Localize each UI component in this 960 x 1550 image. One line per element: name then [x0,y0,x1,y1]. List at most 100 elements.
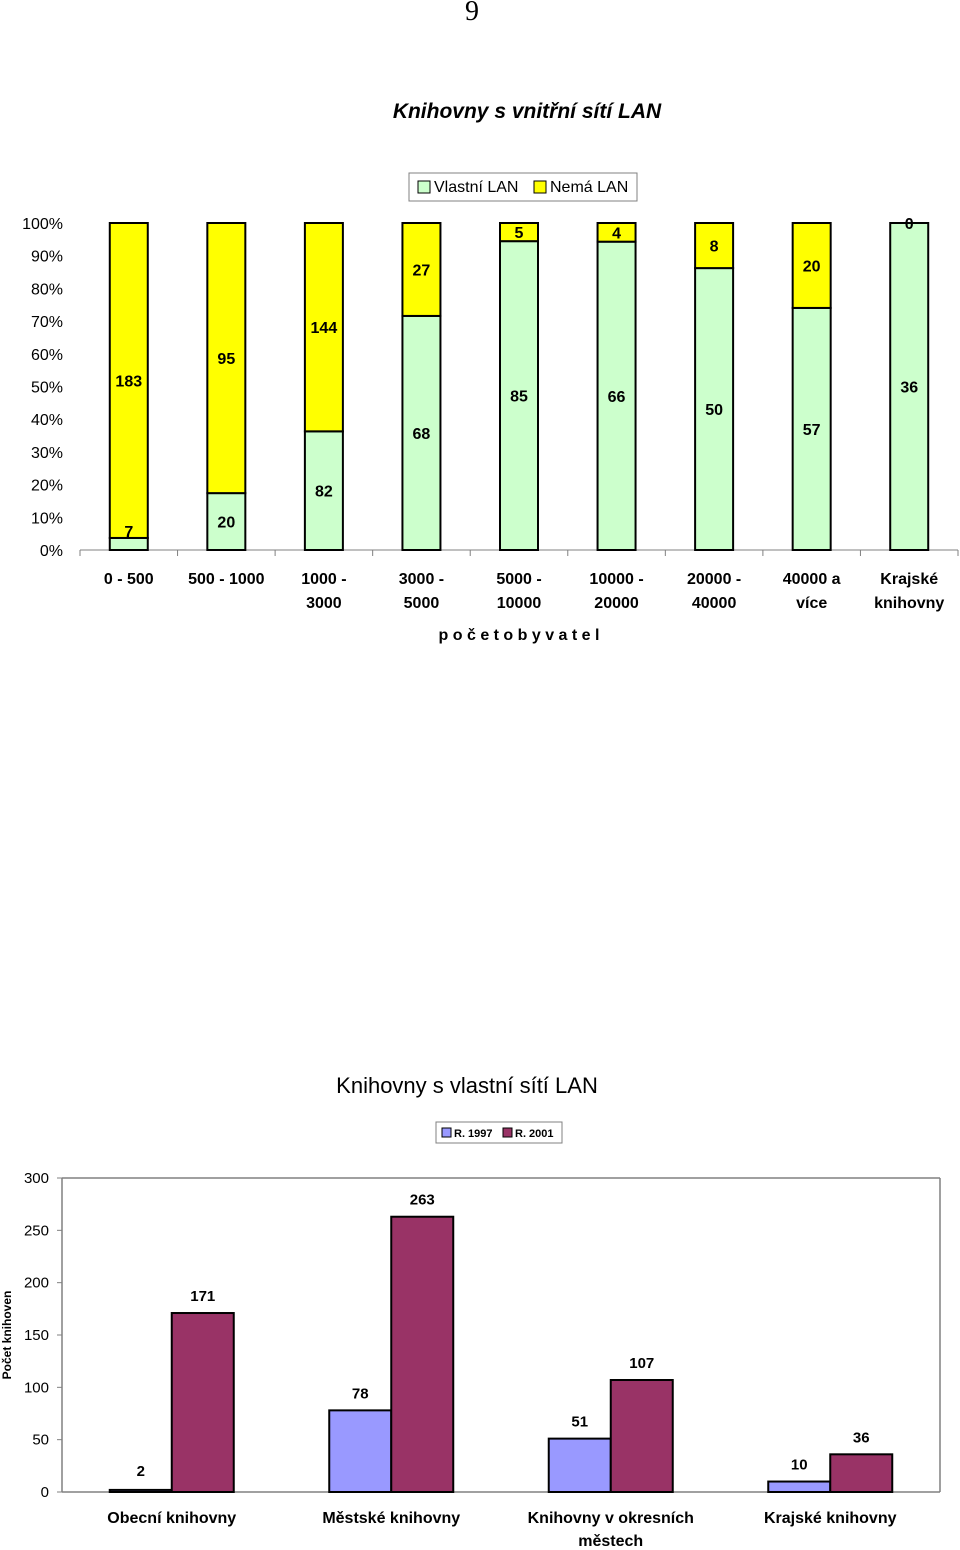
bar-r-2001 [390,1215,455,1494]
x-tick-label: městech [578,1533,643,1550]
data-label-nema-lan: 183 [115,373,142,390]
y-tick-label: 30% [31,445,63,462]
bar-vlastni-lan [889,222,930,551]
y-tick-label: 50% [31,380,63,397]
lan-percent-chart: Knihovny s vnitřní sítí LAN Vlastní LAN Ne… [22,100,959,644]
x-tick-label: Krajské [880,571,938,588]
y-tick-label: 0% [40,543,63,560]
x-tick-label: knihovny [874,595,944,612]
bar-r-1997 [767,1480,832,1493]
bar-nema-lan [108,222,149,539]
legend-swatch-1 [417,180,431,194]
data-label-nema-lan: 95 [217,351,235,368]
y-tick-label: 150 [24,1327,49,1344]
bar-vlastni-lan [401,314,442,551]
data-label-nema-lan: 144 [311,320,338,337]
legend-box [408,172,638,202]
y-axis-title: Počet knihoven [0,1291,14,1380]
data-label-vlastni-lan: 82 [315,484,333,501]
y-tick-label: 70% [31,314,63,331]
data-label-vlastni-lan: 20 [217,515,235,532]
data-label-r-2001: 36 [853,1429,870,1446]
bar-vlastni-lan [303,430,344,551]
bar-nema-lan [499,222,539,243]
legend-label-2: R. 2001 [515,1128,554,1140]
data-label-r-1997: 2 [137,1463,145,1480]
data-label-nema-lan: 8 [710,239,719,256]
legend-label-1: R. 1997 [454,1128,493,1140]
data-label-nema-lan: 0 [905,216,914,233]
x-tick-label: 40000 [692,595,737,612]
x-tick-label: 5000 - [496,571,541,588]
bar-nema-lan [206,222,247,495]
bar-nema-lan [303,222,344,433]
x-tick-label: Krajské knihovny [764,1510,897,1527]
x-axis-title: p o č e t o b y v a t e l [439,627,600,644]
x-tick-label: více [796,595,827,612]
legend-swatch-2 [502,1127,513,1138]
bar-nema-lan [791,222,832,309]
y-tick-label: 300 [24,1170,49,1187]
x-tick-label: 1000 - [301,571,346,588]
data-label-r-2001: 171 [190,1288,215,1305]
x-tick-label: 3000 - [399,571,444,588]
bar-r-2001 [829,1453,894,1493]
data-label-vlastni-lan: 85 [510,389,528,406]
legend-label-1: Vlastní LAN [434,179,518,196]
x-tick-label: 20000 [594,595,639,612]
data-label-r-1997: 10 [791,1457,808,1474]
legend-swatch-1 [441,1127,452,1138]
data-label-r-2001: 263 [410,1192,435,1209]
x-tick-label: 10000 - [589,571,643,588]
y-tick-label: 40% [31,412,63,429]
y-tick-label: 250 [24,1222,49,1239]
bar-vlastni-lan [499,240,539,552]
data-label-vlastni-lan: 68 [413,426,431,443]
y-tick-label: 100 [24,1379,49,1396]
x-tick-label: 3000 [306,595,342,612]
data-label-vlastni-lan: 57 [803,422,821,439]
bar-nema-lan [401,222,442,317]
x-tick-label: Knihovny v okresních [528,1510,694,1527]
legend-box [435,1121,563,1144]
y-tick-label: 0 [41,1484,49,1501]
data-label-r-1997: 78 [352,1385,369,1402]
chart-title: Knihovny s vlastní sítí LAN [336,1073,598,1098]
x-tick-label: 0 - 500 [104,571,154,588]
data-label-nema-lan: 5 [515,225,524,242]
data-label-vlastni-lan: 66 [608,389,626,406]
bar-vlastni-lan [791,306,832,551]
data-label-nema-lan: 4 [612,225,621,242]
x-tick-label: Obecní knihovny [107,1510,236,1527]
y-tick-label: 10% [31,510,63,527]
y-tick-label: 50 [32,1432,49,1449]
page-number: 9 [465,0,479,27]
bar-vlastni-lan [694,267,735,551]
y-tick-label: 20% [31,478,63,495]
y-tick-label: 100% [22,216,63,233]
bar-r-1997 [547,1437,612,1493]
y-tick-label: 60% [31,347,63,364]
bar-nema-lan [596,222,637,243]
data-label-r-2001: 107 [629,1355,654,1372]
bar-r-1997 [108,1488,173,1493]
bar-nema-lan [694,222,735,270]
legend-swatch-2 [533,180,547,194]
data-label-vlastni-lan: 36 [900,380,918,397]
bar-r-2001 [609,1379,674,1494]
chart-title: Knihovny s vnitřní sítí LAN [393,100,662,123]
data-label-nema-lan: 20 [803,258,821,275]
data-label-vlastni-lan: 7 [124,524,133,541]
legend-label-2: Nemá LAN [550,179,628,196]
data-label-vlastni-lan: 50 [705,402,723,419]
x-tick-label: 500 - 1000 [188,571,265,588]
x-tick-label: 5000 [404,595,440,612]
y-tick-label: 90% [31,249,63,266]
y-tick-label: 200 [24,1275,49,1292]
y-tick-label: 80% [31,281,63,298]
bar-vlastni-lan [596,240,637,552]
data-label-nema-lan: 27 [413,262,431,279]
x-tick-label: 40000 a [783,571,841,588]
x-tick-label: 20000 - [687,571,741,588]
